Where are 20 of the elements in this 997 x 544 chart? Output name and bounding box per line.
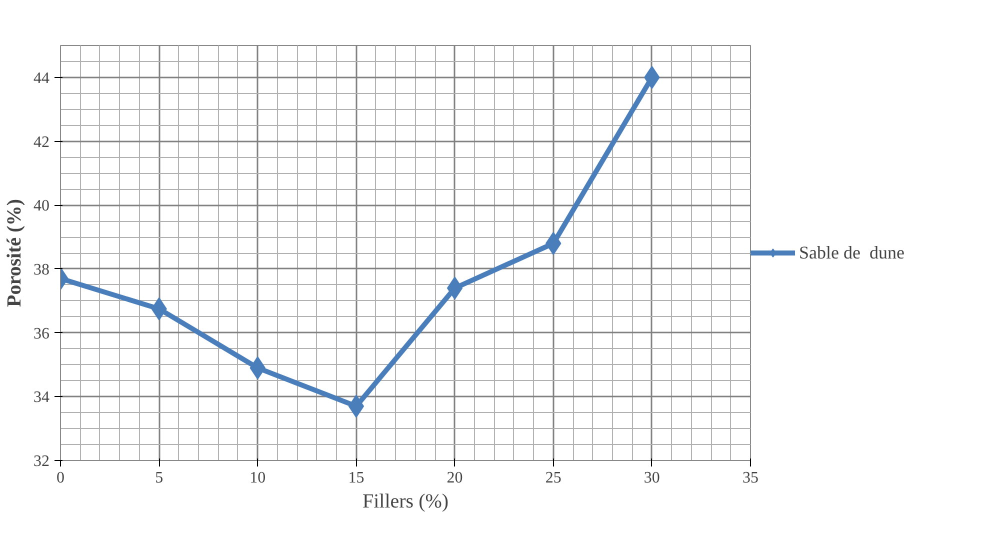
y-tick-label: 40 (34, 198, 50, 215)
point (348, 394, 364, 418)
x-tick-label: 35 (742, 470, 758, 486)
x-tick-label: 10 (250, 470, 266, 486)
y-tick-label: 38 (34, 261, 50, 278)
y-tick-label: 44 (34, 70, 50, 87)
x-tick-label: 5 (155, 470, 164, 486)
y-tick-label: 32 (34, 453, 50, 470)
y-tick-label: 34 (34, 389, 50, 406)
x-axis-title: Fillers (%) (362, 490, 449, 512)
x-tick-label: 0 (56, 470, 64, 486)
legend-label: Sable de dune (799, 242, 904, 263)
y-tick-label: 36 (34, 325, 50, 342)
x-tick-label: 20 (446, 470, 463, 486)
y-axis-title: Porosité (%) (4, 199, 26, 307)
x-tick-label: 15 (348, 470, 364, 486)
y-tick-label: 42 (34, 134, 50, 151)
x-tick-label: 30 (644, 470, 660, 486)
x-tick-label: 25 (545, 470, 562, 486)
point (446, 276, 463, 300)
